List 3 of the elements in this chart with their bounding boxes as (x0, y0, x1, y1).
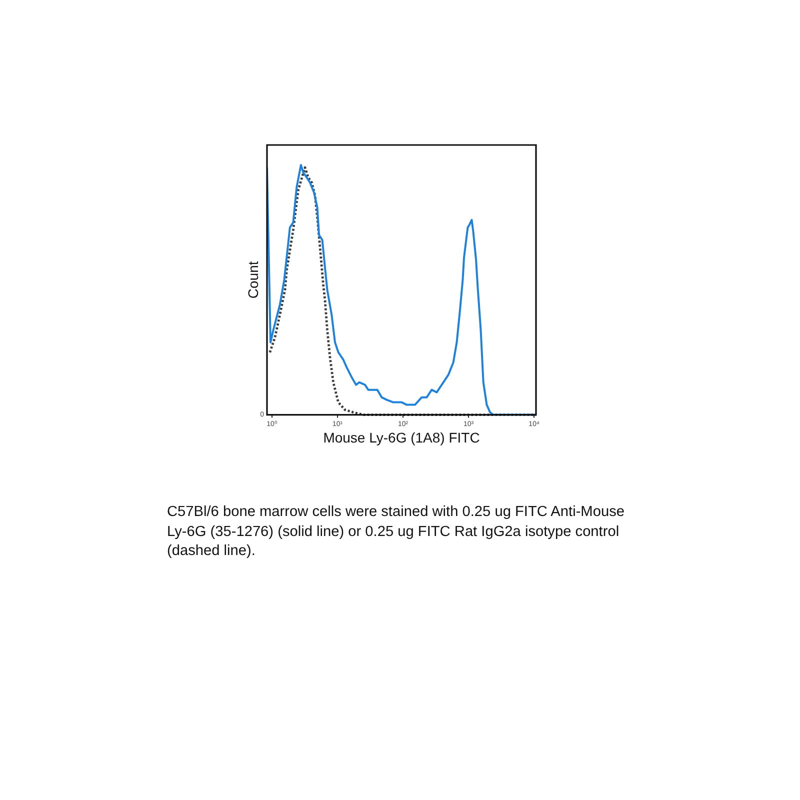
text: C57Bl/6 bone marrow cells were stained with 0.25 ug FITC Anti-Mouse Ly-6G (35-1276) (solid line) or 0.25 ug FITC Rat IgG2a isotype control (dashed line). (167, 503, 626, 561)
x-axis-title: Mouse Ly-6G (1A8) FITC (323, 429, 480, 446)
y-axis-title: Count (244, 261, 261, 299)
